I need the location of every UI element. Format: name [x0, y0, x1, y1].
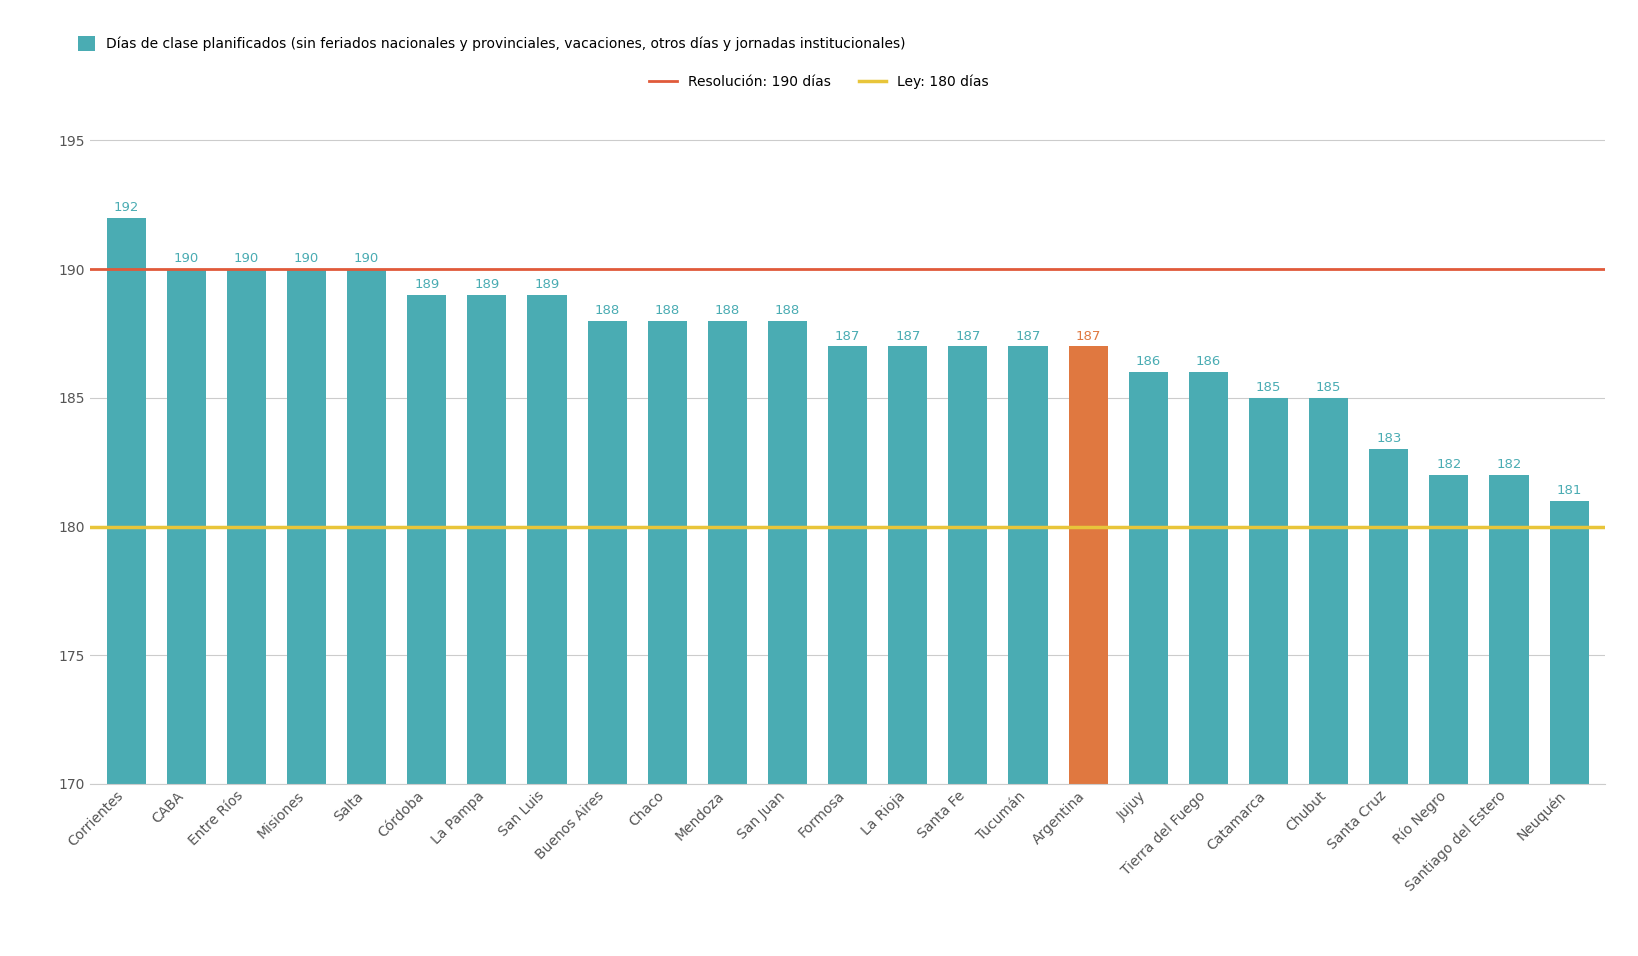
Bar — [888, 346, 927, 784]
Bar — [167, 270, 206, 784]
Text: 186: 186 — [1135, 356, 1161, 368]
Bar — [1369, 449, 1409, 784]
Bar — [1129, 372, 1168, 784]
Bar — [287, 270, 326, 784]
Text: 190: 190 — [354, 252, 380, 266]
Text: 187: 187 — [1076, 330, 1101, 342]
Text: 190: 190 — [234, 252, 259, 266]
Bar — [1489, 475, 1528, 784]
Bar — [408, 294, 446, 784]
Text: 187: 187 — [955, 330, 981, 342]
Legend: Días de clase planificados (sin feriados nacionales y provinciales, vacaciones, : Días de clase planificados (sin feriados… — [72, 31, 911, 56]
Text: 192: 192 — [113, 201, 139, 214]
Text: 190: 190 — [293, 252, 319, 266]
Bar — [1189, 372, 1228, 784]
Bar — [647, 320, 686, 784]
Bar — [1009, 346, 1048, 784]
Text: 185: 185 — [1256, 381, 1281, 394]
Bar — [1430, 475, 1468, 784]
Text: 182: 182 — [1437, 458, 1461, 471]
Text: 189: 189 — [414, 278, 439, 291]
Text: 187: 187 — [835, 330, 860, 342]
Bar — [527, 294, 567, 784]
Text: 183: 183 — [1376, 432, 1402, 445]
Bar — [588, 320, 627, 784]
Text: 188: 188 — [655, 304, 680, 316]
Text: 187: 187 — [1016, 330, 1040, 342]
Bar — [708, 320, 747, 784]
Bar — [1309, 398, 1348, 784]
Bar — [106, 218, 146, 784]
Bar — [467, 294, 506, 784]
Bar — [1068, 346, 1107, 784]
Text: 187: 187 — [894, 330, 921, 342]
Text: 185: 185 — [1315, 381, 1342, 394]
Bar — [948, 346, 988, 784]
Text: 188: 188 — [775, 304, 801, 316]
Text: 188: 188 — [595, 304, 619, 316]
Text: 188: 188 — [714, 304, 740, 316]
Text: 189: 189 — [475, 278, 500, 291]
Bar — [1250, 398, 1287, 784]
Text: 186: 186 — [1196, 356, 1220, 368]
Text: 181: 181 — [1556, 484, 1582, 497]
Text: 182: 182 — [1497, 458, 1522, 471]
Text: 190: 190 — [174, 252, 198, 266]
Bar — [829, 346, 867, 784]
Text: 189: 189 — [534, 278, 560, 291]
Bar — [1550, 501, 1589, 784]
Bar — [347, 270, 387, 784]
Bar — [768, 320, 808, 784]
Bar — [228, 270, 265, 784]
Legend: Resolución: 190 días, Ley: 180 días: Resolución: 190 días, Ley: 180 días — [644, 69, 994, 95]
